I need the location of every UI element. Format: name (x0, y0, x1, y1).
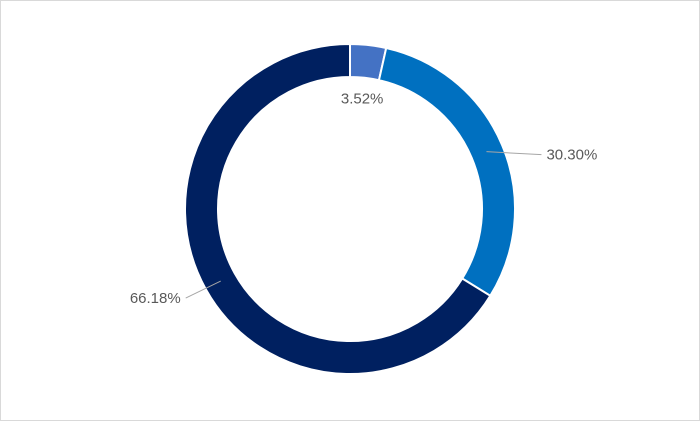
leader-line (185, 280, 221, 299)
data-label: 66.18% (130, 290, 181, 307)
data-label: 30.30% (546, 147, 597, 164)
data-label: 3.52% (341, 91, 384, 108)
leader-line (486, 151, 542, 156)
donut-slice (184, 42, 492, 375)
